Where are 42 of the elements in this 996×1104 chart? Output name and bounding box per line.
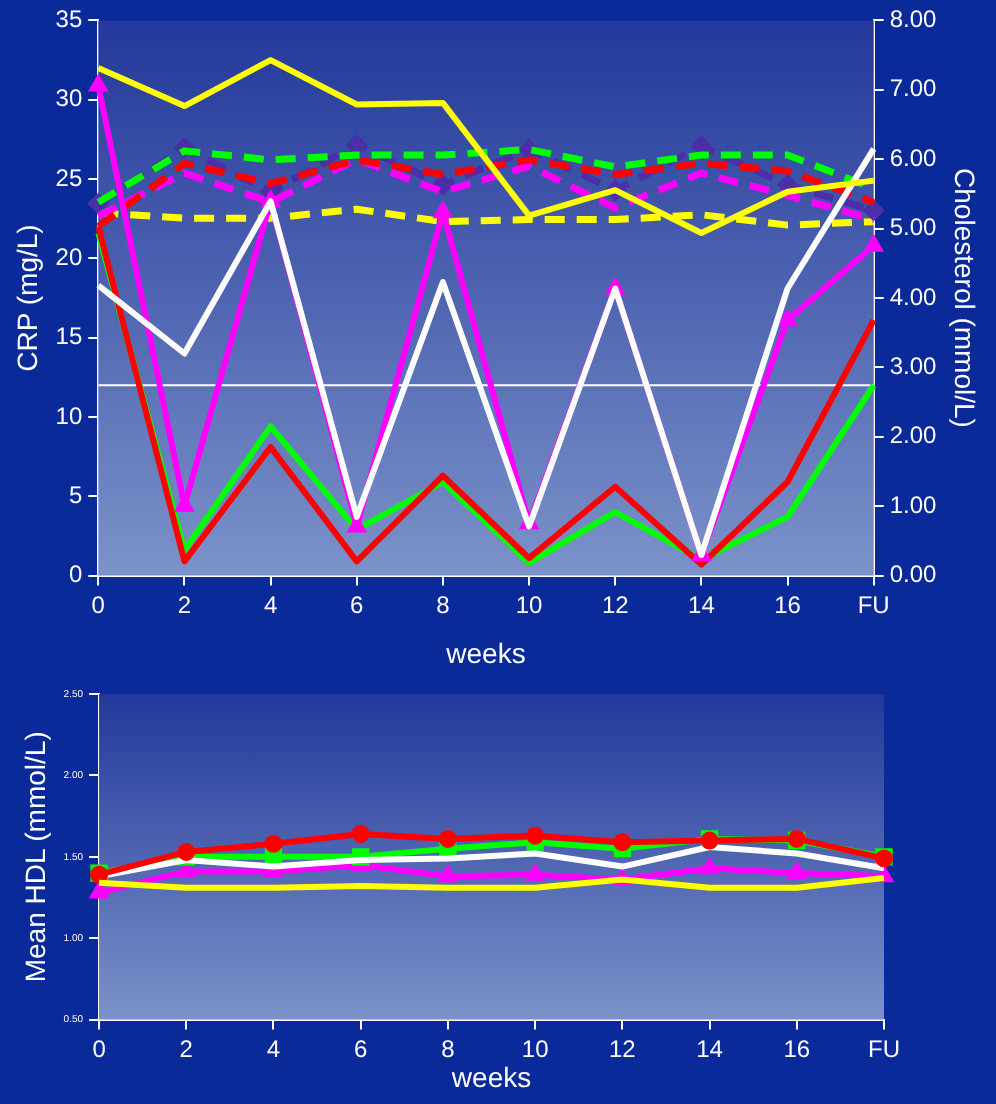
x-tick-label: 10 — [521, 1034, 550, 1063]
x-axis-title: weeks — [449, 1060, 532, 1093]
y-axis-title: Mean HDL (mmol/L) — [18, 731, 51, 983]
x-tick-label: 14 — [696, 1034, 724, 1063]
y2-tick-label: 0.00 — [889, 560, 938, 589]
x-tick-label: 8 — [436, 590, 451, 619]
y-tick-label: 0 — [68, 560, 83, 589]
y-tick-label: 15 — [55, 322, 83, 351]
x-tick-label: FU — [868, 1034, 900, 1063]
x-tick-label: 0 — [92, 1034, 107, 1063]
x-tick-label: FU — [857, 590, 890, 619]
y2-tick-label: 8.00 — [889, 5, 938, 34]
y-tick-label: 20 — [55, 242, 83, 271]
y2-tick-label: 4.00 — [889, 282, 938, 311]
x-tick-label: 12 — [608, 1034, 637, 1063]
y2-tick-label: 1.00 — [889, 490, 938, 519]
y-tick-label: 30 — [55, 84, 83, 113]
y-axis-title: CRP (mg/L) — [10, 224, 43, 372]
x-axis-title: weeks — [444, 636, 526, 669]
y2-tick-label: 3.00 — [889, 352, 938, 381]
x-tick-label: 4 — [263, 590, 278, 619]
y-tick-label: 5 — [68, 480, 83, 509]
x-tick-label: 8 — [441, 1034, 456, 1063]
y2-tick-label: 7.00 — [889, 74, 938, 103]
x-tick-label: 12 — [601, 590, 630, 619]
y2-tick-label: 2.00 — [889, 421, 938, 450]
x-tick-label: 6 — [354, 1034, 369, 1063]
x-tick-label: 4 — [266, 1034, 281, 1063]
x-tick-label: 6 — [350, 590, 365, 619]
y-tick-label: 25 — [55, 163, 83, 192]
y2-tick-label: 6.00 — [889, 143, 938, 172]
y2-axis-title: Cholesterol (mmol/L) — [949, 168, 982, 428]
x-tick-label: 2 — [179, 1034, 194, 1063]
x-tick-label: 2 — [177, 590, 192, 619]
x-tick-label: 14 — [688, 590, 716, 619]
y-tick-label: 10 — [55, 401, 83, 430]
x-tick-label: 0 — [91, 590, 106, 619]
y-tick-label: 35 — [55, 5, 83, 34]
x-tick-label: 10 — [515, 590, 544, 619]
x-tick-label: 16 — [783, 1034, 811, 1063]
y2-tick-label: 5.00 — [889, 213, 938, 242]
x-tick-label: 16 — [774, 590, 802, 619]
